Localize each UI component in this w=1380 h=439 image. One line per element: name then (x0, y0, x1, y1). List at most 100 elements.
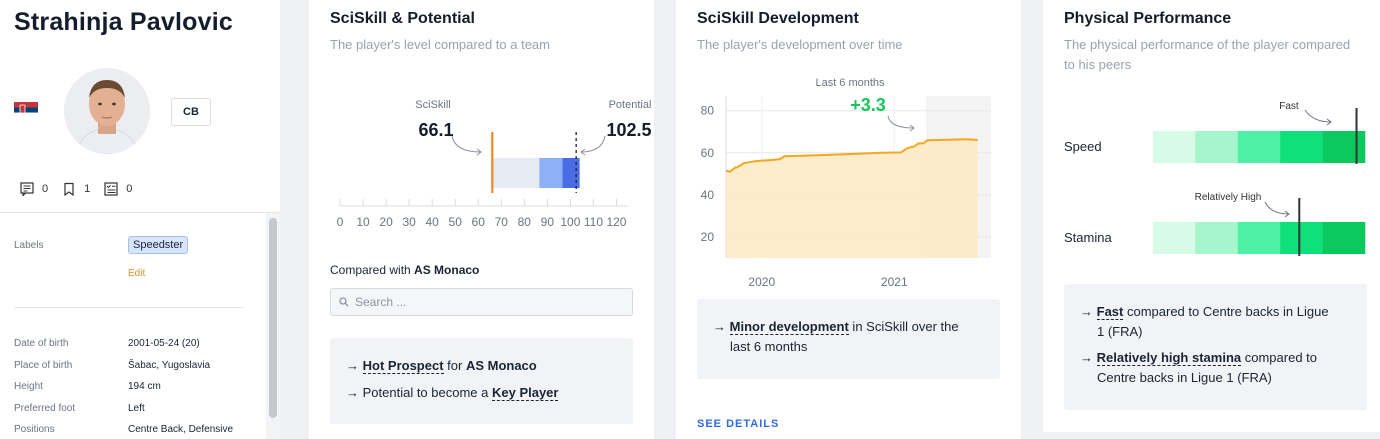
x-tick-label: 30 (402, 215, 416, 229)
last-6-months-label: Last 6 months (815, 77, 885, 89)
fast-link[interactable]: Fast (1096, 304, 1124, 320)
sciskill-value: 66.1 (418, 120, 453, 140)
sciskill-potential-card: SciSkill & Potential The player's level … (309, 0, 654, 439)
search-icon (339, 297, 349, 307)
bookmarks-count: 1 (84, 183, 91, 195)
field-label-place-of-birth: Place of birth (14, 360, 73, 371)
delta-value: +3.3 (850, 95, 886, 115)
profile-divider (0, 212, 280, 213)
stamina-marker-label: Relatively High (1195, 192, 1262, 203)
stamina-label: Stamina (1064, 230, 1112, 245)
team-search-input[interactable]: Search ... (330, 288, 633, 316)
sciskill-development-subtitle: The player's development over time (697, 37, 903, 52)
field-label-date-of-birth: Date of birth (14, 338, 69, 349)
player-avatar (64, 68, 150, 154)
physical-insight-box: → Fast compared to Centre backs in Ligue… (1064, 284, 1367, 410)
x-tick-label: 2020 (748, 275, 775, 289)
potential-value: 102.5 (606, 120, 651, 140)
potential-label: Potential (609, 99, 652, 111)
speedster-tag[interactable]: Speedster (128, 236, 189, 254)
speed-bar (1153, 131, 1366, 163)
hot-prospect-link[interactable]: Hot Prospect (362, 358, 444, 374)
field-label-positions: Positions (14, 424, 55, 435)
profile-scrollbar-thumb[interactable] (269, 218, 277, 418)
sciskill-development-title: SciSkill Development (697, 10, 859, 27)
development-insight-box: → Minor development in SciSkill over the… (697, 299, 1000, 379)
y-tick-label: 60 (701, 146, 715, 160)
sciskill-label: SciSkill (415, 99, 450, 111)
physical-performance-title: Physical Performance (1064, 10, 1232, 27)
y-tick-label: 20 (701, 230, 715, 244)
potential-insight-box: → Hot Prospect for AS Monaco → Potential… (330, 338, 633, 424)
potential-insight-1: → Hot Prospect for AS Monaco (346, 358, 537, 374)
comments-count: 0 (42, 183, 49, 195)
player-profile-panel: Strahinja Pavlovic CB 0 1 (0, 0, 280, 439)
development-area (726, 139, 978, 258)
player-counters: 0 1 0 (20, 182, 132, 196)
team-band-0 (492, 158, 540, 188)
speed-label: Speed (1064, 139, 1102, 154)
physical-performance-subtitle: The physical performance of the player c… (1064, 37, 1351, 72)
bookmarks-counter[interactable]: 1 (62, 182, 90, 196)
x-tick-label: 10 (356, 215, 370, 229)
fields-divider (14, 307, 244, 308)
search-placeholder: Search ... (355, 295, 407, 309)
bookmark-icon (64, 182, 74, 196)
field-value-date-of-birth: 2001-05-24 (20) (128, 338, 200, 349)
compared-team: AS Monaco (414, 263, 480, 277)
physical-insight-2-line-1: → Relatively high stamina compared to (1080, 350, 1317, 366)
compared-with-label: Compared with AS Monaco (330, 263, 480, 277)
x-tick-label: 40 (425, 215, 439, 229)
potential-insight-2: → Potential to become a Key Player (346, 385, 559, 401)
x-tick-label: 110 (584, 215, 603, 229)
relatively-high-stamina-link[interactable]: Relatively high stamina (1096, 350, 1242, 366)
level-band-4 (1322, 222, 1366, 254)
y-tick-label: 80 (701, 104, 715, 118)
tasks-count: 0 (126, 183, 133, 195)
stamina-bar (1153, 222, 1366, 254)
edit-labels-link[interactable]: Edit (128, 268, 146, 279)
tasks-counter[interactable]: 0 (104, 182, 132, 196)
field-value-height: 194 cm (128, 381, 161, 392)
physical-chart: Fast Speed Relatively High Stamina (1064, 101, 1366, 256)
field-label-preferred-foot: Preferred foot (14, 403, 76, 414)
minor-development-link[interactable]: Minor development (729, 319, 849, 335)
development-insight-line-2: last 6 months (730, 339, 808, 354)
development-chart: Last 6 months +3.3 20 40 60 80 2020 2021 (701, 77, 991, 289)
x-tick-label: 60 (472, 215, 486, 229)
key-player-link[interactable]: Key Player (491, 385, 559, 401)
physical-performance-card: Physical Performance The physical perfor… (1043, 0, 1380, 432)
comments-counter[interactable]: 0 (20, 182, 48, 196)
x-tick-label: 0 (337, 215, 344, 229)
x-tick-label: 20 (379, 215, 393, 229)
x-tick-label: 80 (518, 215, 532, 229)
labels-label: Labels (14, 240, 44, 251)
field-label-height: Height (14, 381, 43, 392)
sciskill-potential-title: SciSkill & Potential (330, 10, 475, 27)
serbia-flag-icon (14, 102, 38, 118)
potential-chart: SciSkill 66.1 Potential 102.5 0 10 20 30 40 5… (337, 99, 652, 229)
level-band-1 (1195, 222, 1239, 254)
x-tick-label: 100 (560, 215, 580, 229)
field-value-place-of-birth: Šabac, Yugoslavia (128, 360, 211, 371)
sciskill-callout-arrow (451, 135, 482, 153)
y-tick-label: 40 (701, 188, 715, 202)
team-band-2 (562, 158, 580, 188)
delta-callout-arrow (887, 115, 915, 129)
field-value-positions: Centre Back, Defensive (128, 424, 234, 435)
level-band-4 (1322, 131, 1366, 163)
x-tick-label: 120 (606, 215, 626, 229)
x-tick-label: 50 (449, 215, 463, 229)
development-line (725, 138, 978, 173)
level-band-3 (1280, 222, 1323, 254)
player-name: Strahinja Pavlovic (14, 8, 233, 36)
sciskill-potential-subtitle: The player's level compared to a team (330, 37, 550, 52)
level-band-2 (1237, 131, 1281, 163)
comment-icon (20, 182, 34, 196)
level-band-0 (1153, 131, 1196, 163)
task-list-icon (104, 182, 118, 196)
see-details-link[interactable]: SEE DETAILS (697, 418, 780, 430)
speed-marker-label: Fast (1279, 101, 1299, 112)
development-insight-line-1: → Minor development in SciSkill over the (713, 319, 959, 335)
team-band-1 (539, 158, 563, 188)
